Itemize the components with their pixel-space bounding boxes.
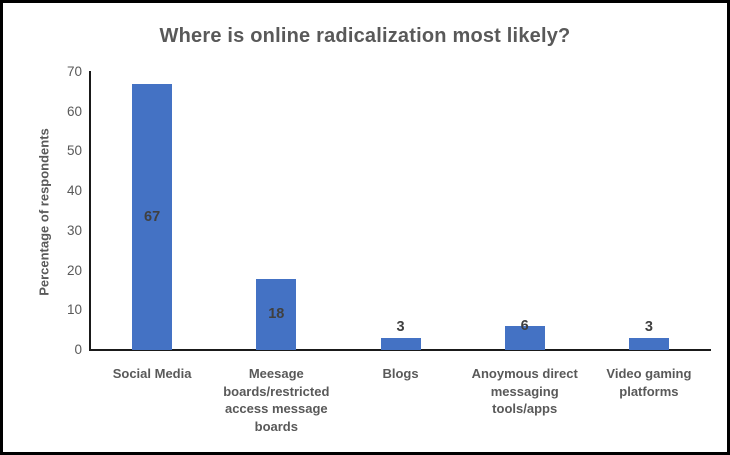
bar xyxy=(504,326,545,350)
bar xyxy=(628,338,669,350)
y-tick-label: 60 xyxy=(66,103,82,119)
bar xyxy=(380,338,421,350)
y-tick-label: 30 xyxy=(66,222,82,238)
y-axis-line xyxy=(89,71,91,351)
y-tick-label: 0 xyxy=(74,342,82,357)
bar-value-label: 3 xyxy=(396,319,405,336)
x-category-label: Video gaming platforms xyxy=(606,366,692,399)
bar-value-label: 3 xyxy=(644,319,653,336)
bar-value-label: 6 xyxy=(520,318,529,335)
x-category-label: Blogs xyxy=(382,366,419,381)
x-category-label: Meesage boards/restricted access message… xyxy=(223,366,330,434)
x-category-label: Social Media xyxy=(112,366,192,381)
y-tick-label: 50 xyxy=(66,143,82,159)
bar xyxy=(256,278,297,350)
y-tick-label: 70 xyxy=(66,64,82,79)
x-axis-line xyxy=(89,349,711,351)
bar-value-label: 67 xyxy=(144,208,161,225)
y-tick-label: 20 xyxy=(66,262,82,278)
y-tick-label: 10 xyxy=(66,302,82,318)
y-tick-label: 40 xyxy=(66,183,82,199)
bar-value-label: 18 xyxy=(268,306,285,323)
chart-title: Where is online radicalization most like… xyxy=(159,25,571,47)
bar xyxy=(132,83,173,350)
x-category-label: Anoymous direct messaging tools/apps xyxy=(471,366,578,416)
